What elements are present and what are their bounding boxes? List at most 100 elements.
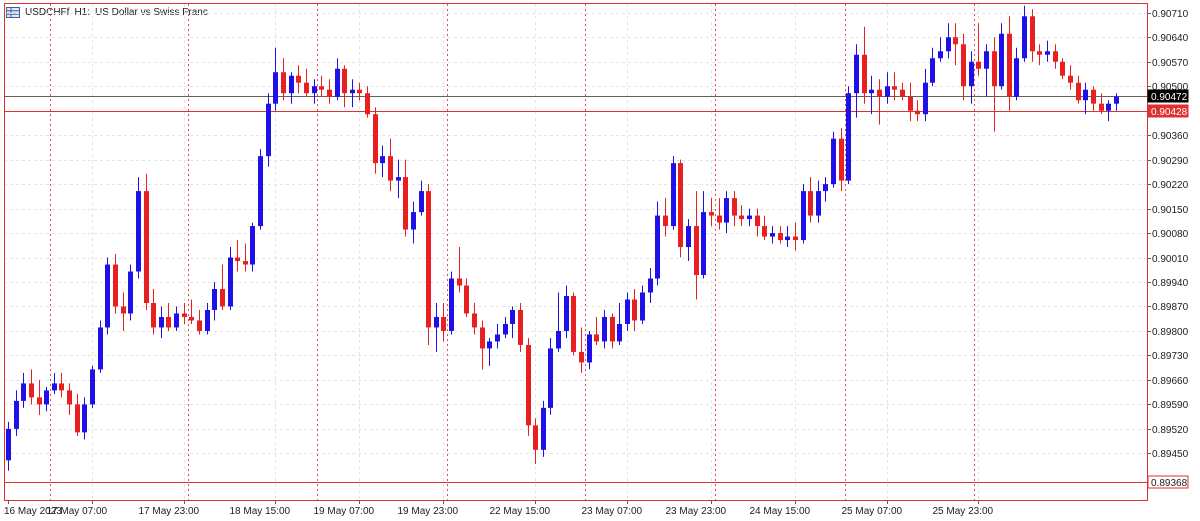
symbol-label: USDCHFf: [25, 6, 70, 18]
candle-body-bear: [327, 89, 332, 97]
candle-body-bear: [709, 212, 714, 216]
candle-body-bear: [166, 316, 171, 328]
candle-body-bull: [655, 215, 660, 279]
candle-body-bear: [189, 316, 194, 321]
candle-body-bull: [885, 86, 890, 97]
time-tick-label: 19 May 23:00: [398, 506, 459, 517]
candle-body-bull: [6, 428, 11, 461]
candle-body-bear: [472, 313, 477, 328]
candle-body-bear: [610, 316, 615, 342]
candle-body-bull: [701, 212, 706, 276]
candle-body-bull: [258, 156, 263, 227]
candle-body-bull: [548, 348, 553, 408]
candle-body-bear: [839, 138, 844, 181]
candle-body-bear: [457, 278, 462, 286]
candle-body-bull: [14, 400, 19, 429]
candle-body-bull: [801, 191, 806, 241]
candle-body-bear: [113, 264, 118, 307]
candle-body-bear: [961, 44, 966, 87]
time-tick-label: 25 May 07:00: [842, 506, 903, 517]
candle-body-bear: [1007, 33, 1012, 97]
candle-body-bull: [648, 278, 653, 293]
candle-body-bear: [632, 299, 637, 321]
session-separators: [50, 4, 975, 500]
price-tick-label: 0.90290: [1152, 156, 1189, 167]
candle-body-bull: [205, 309, 210, 331]
candle-body-bull: [266, 103, 271, 157]
candle-body-bull: [228, 257, 233, 307]
candle-body-bear: [373, 114, 378, 164]
candle-body-bear: [357, 89, 362, 94]
candle-body-bull: [159, 316, 164, 328]
candle-body-bull: [52, 383, 57, 391]
symbol-description: US Dollar vs Swiss Franc: [95, 6, 208, 18]
low-price-tag-box: [1147, 475, 1189, 489]
candle-body-bull: [923, 82, 928, 115]
candles: [6, 5, 1119, 471]
candle-body-bull: [625, 299, 630, 324]
low-price-tag-label: 0.89368: [1151, 478, 1188, 489]
candle-body-bull: [969, 61, 974, 87]
candle-body-bear: [1091, 89, 1096, 104]
candle-body-bear: [243, 261, 248, 265]
candle-body-bull: [770, 233, 775, 237]
candle-body-bull: [380, 156, 385, 164]
candle-body-bear: [29, 383, 34, 398]
price-tick-label: 0.90080: [1152, 229, 1189, 240]
candle-body-bear: [793, 236, 798, 241]
candle-body-bear: [151, 302, 156, 328]
candle-body-bull: [1106, 103, 1111, 111]
candle-body-bull: [785, 236, 790, 241]
candle-body-bull: [984, 51, 989, 69]
candle-body-bull: [854, 54, 859, 94]
candle-body-bull: [671, 163, 676, 227]
time-tick-label: 22 May 15:00: [490, 506, 551, 517]
candle-body-bear: [121, 306, 126, 314]
candle-body-bear: [526, 344, 531, 426]
candle-body-bear: [778, 233, 783, 241]
price-tick-label: 0.89870: [1152, 302, 1189, 313]
candle-body-bull: [1114, 96, 1119, 104]
time-tick-label: 16 May 2023: [4, 506, 62, 517]
candle-body-bear: [182, 313, 187, 317]
candle-body-bull: [411, 212, 416, 230]
candle-body-bull: [1045, 51, 1050, 55]
candle-body-bear: [579, 351, 584, 363]
candle-body-bear: [755, 215, 760, 227]
candle-body-bear: [678, 163, 683, 248]
candle-body-bear: [464, 285, 469, 314]
candle-body-bull: [335, 68, 340, 97]
candle-body-bull: [946, 37, 951, 52]
candle-body-bull: [350, 89, 355, 94]
time-tick-label: 19 May 07:00: [314, 506, 375, 517]
candle-body-bear: [908, 96, 913, 111]
candle-body-bull: [21, 383, 26, 401]
price-axis[interactable]: 0.907100.906400.905700.905000.904300.903…: [1147, 9, 1189, 460]
candle-body-bull: [938, 51, 943, 59]
price-tick-label: 0.89730: [1152, 351, 1189, 362]
candle-body-bull: [747, 215, 752, 220]
timeframe-label: H1:: [74, 6, 91, 18]
price-tags: 0.90472 0.90428 0.89368: [1147, 89, 1189, 489]
price-lines: [4, 96, 1147, 483]
candle-body-bull: [999, 33, 1004, 87]
candle-body-bull: [564, 295, 569, 331]
candle-body-bull: [419, 191, 424, 213]
candle-body-bull: [602, 316, 607, 342]
candle-body-bear: [1068, 75, 1073, 83]
price-tick-label: 0.89660: [1152, 376, 1189, 387]
candle-body-bear: [296, 75, 301, 83]
candle-body-bull: [587, 334, 592, 363]
candle-body-bull: [128, 271, 133, 314]
candle-body-bull: [823, 184, 828, 192]
candle-body-bear: [762, 226, 767, 237]
candle-body-bear: [862, 54, 867, 94]
price-tick-label: 0.90640: [1152, 33, 1189, 44]
candle-body-bear: [67, 390, 72, 405]
candle-body-bear: [1030, 16, 1035, 52]
candle-body-bear: [877, 89, 882, 97]
time-tick-label: 23 May 23:00: [666, 506, 727, 517]
time-tick-label: 24 May 15:00: [750, 506, 811, 517]
